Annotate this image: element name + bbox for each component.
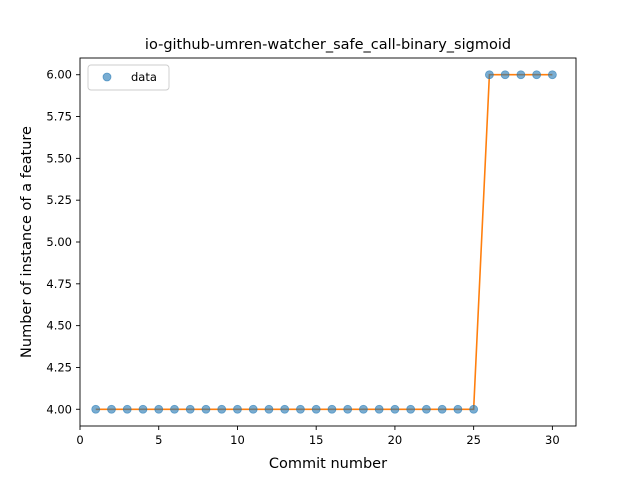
y-tick-label: 4.50 (46, 319, 72, 333)
data-point (311, 404, 321, 414)
y-tick-label: 4.75 (46, 277, 72, 291)
x-tick-label: 15 (309, 433, 324, 447)
x-tick-label: 20 (388, 433, 403, 447)
y-tick-label: 4.00 (46, 402, 72, 416)
data-point (185, 404, 195, 414)
data-point (500, 70, 510, 80)
data-point (154, 404, 164, 414)
data-point (201, 404, 211, 414)
y-axis-label: Number of instance of a feature (19, 126, 35, 358)
data-point (374, 404, 384, 414)
x-tick-label: 30 (545, 433, 560, 447)
y-tick-label: 4.25 (46, 360, 72, 374)
data-point (453, 404, 463, 414)
x-tick-label: 25 (466, 433, 481, 447)
data-point (406, 404, 416, 414)
y-tick-label: 5.25 (46, 193, 72, 207)
legend-box (87, 64, 170, 91)
data-point (264, 404, 274, 414)
data-point (547, 70, 557, 80)
data-point (343, 404, 353, 414)
y-tick-label: 5.00 (46, 235, 72, 249)
data-point (327, 404, 337, 414)
data-point (532, 70, 542, 80)
data-point (107, 404, 116, 414)
data-point (280, 404, 290, 414)
data-point (469, 404, 479, 414)
x-tick-label: 10 (230, 433, 245, 447)
chart-title: io-github-umren-watcher_safe_call-binary… (145, 37, 511, 53)
data-point (516, 70, 526, 80)
plot-area: 0 5 10 15 20 25 30 4.00 4.25 4.50 4.75 5.00 5.25 5.50… (46, 57, 577, 447)
y-tick-label: 6.00 (46, 68, 72, 82)
x-tick-label: 0 (76, 433, 83, 447)
data-point (138, 404, 148, 414)
legend-marker (102, 72, 112, 82)
legend-label: data (131, 70, 157, 84)
y-tick-label: 5.50 (46, 151, 72, 165)
y-tick-label: 5.75 (46, 110, 72, 124)
data-point (359, 404, 368, 414)
data-point (217, 404, 227, 414)
data-point (170, 404, 179, 414)
x-axis-label: Commit number (269, 456, 387, 472)
data-point (296, 404, 305, 414)
data-point (91, 404, 101, 414)
data-point (484, 70, 494, 80)
data-point (390, 404, 400, 414)
x-tick-label: 5 (155, 433, 162, 447)
data-point (422, 404, 431, 414)
data-point (233, 404, 242, 414)
data-point (122, 404, 132, 414)
data-point (437, 404, 447, 414)
data-point (248, 404, 258, 414)
